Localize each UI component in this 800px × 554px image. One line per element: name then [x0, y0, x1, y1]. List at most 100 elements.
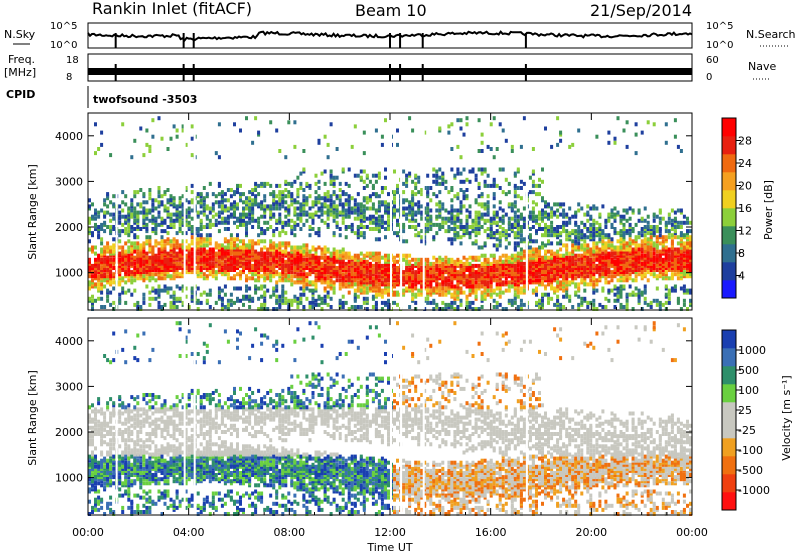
heatmap-cell	[507, 259, 511, 264]
heatmap-cell	[429, 218, 433, 223]
heatmap-cell	[94, 222, 97, 227]
heatmap-cell	[465, 284, 469, 289]
heatmap-cell	[308, 305, 312, 309]
heatmap-cell	[266, 288, 270, 293]
heatmap-cell	[489, 292, 493, 297]
heatmap-cell	[595, 206, 599, 211]
heatmap-cell	[284, 272, 288, 277]
heatmap-cell	[528, 190, 532, 195]
heatmap-cell	[544, 249, 547, 254]
heatmap-cell	[456, 261, 460, 266]
heatmap-cell	[477, 282, 481, 287]
heatmap-cell	[462, 179, 466, 184]
heatmap-cell	[91, 202, 94, 207]
heatmap-cell	[100, 208, 104, 213]
heatmap-cell	[196, 245, 200, 250]
heatmap-cell	[214, 263, 218, 268]
heatmap-cell	[538, 274, 541, 279]
heatmap-cell	[281, 198, 285, 203]
heatmap-cell	[498, 122, 502, 127]
heatmap-cell	[405, 259, 409, 264]
heatmap-cell	[519, 298, 523, 303]
heatmap-cell	[236, 202, 239, 207]
heatmap-cell	[547, 212, 550, 217]
heatmap-cell	[396, 292, 399, 297]
heatmap-cell	[157, 190, 161, 195]
heatmap-cell	[480, 214, 484, 219]
heatmap-cell	[550, 220, 554, 225]
heatmap-cell	[326, 261, 330, 266]
heatmap-cell	[199, 241, 203, 246]
heatmap-cell	[245, 227, 248, 231]
heatmap-cell	[296, 261, 300, 266]
heatmap-cell	[326, 274, 330, 279]
heatmap-cell	[275, 227, 279, 231]
heatmap-cell	[278, 233, 282, 238]
heatmap-cell	[154, 288, 158, 293]
heatmap-cell	[547, 282, 550, 287]
heatmap-cell	[187, 249, 191, 254]
heatmap-cell	[187, 210, 191, 215]
heatmap-cell	[426, 300, 430, 305]
heatmap-cell	[217, 286, 221, 291]
heatmap-cell	[556, 307, 560, 311]
heatmap-cell	[199, 210, 203, 215]
heatmap-cell	[565, 288, 569, 293]
heatmap-cell	[242, 294, 245, 299]
nave-label: Nave	[748, 60, 776, 73]
heatmap-cell	[350, 305, 354, 309]
heatmap-cell	[326, 276, 330, 281]
heatmap-cell	[450, 292, 454, 297]
heatmap-cell	[387, 292, 390, 297]
heatmap-cell	[248, 196, 252, 201]
heatmap-cell	[622, 266, 626, 270]
heatmap-cell	[169, 257, 173, 262]
heatmap-cell	[100, 222, 104, 227]
heatmap-cell	[504, 253, 508, 258]
heatmap-cell	[531, 179, 535, 184]
heatmap-cell	[323, 266, 327, 270]
heatmap-cell	[438, 210, 442, 215]
heatmap-cell	[571, 280, 575, 285]
heatmap-cell	[411, 292, 415, 297]
heatmap-cell	[393, 210, 396, 215]
heatmap-cell	[199, 249, 203, 254]
heatmap-cell	[260, 200, 264, 205]
heatmap-cell	[223, 266, 227, 270]
heatmap-cell	[380, 202, 384, 207]
heatmap-cell	[426, 270, 430, 275]
heatmap-cell	[634, 274, 638, 279]
heatmap-cell	[94, 284, 97, 289]
heatmap-cell	[450, 284, 454, 289]
station-title: Rankin Inlet (fitACF)	[92, 0, 252, 18]
heatmap-cell	[233, 204, 236, 209]
heatmap-cell	[374, 218, 378, 223]
heatmap-cell	[559, 253, 563, 258]
heatmap-cell	[393, 214, 396, 219]
heatmap-cell	[577, 245, 581, 250]
heatmap-cell	[556, 272, 560, 277]
heatmap-cell	[459, 241, 463, 246]
heatmap-cell	[220, 194, 224, 199]
heatmap-cell	[459, 235, 463, 240]
heatmap-cell	[233, 214, 236, 219]
heatmap-cell	[166, 225, 170, 229]
heatmap-cell	[456, 225, 460, 229]
heatmap-cell	[589, 249, 593, 254]
heatmap-cell	[314, 202, 318, 207]
heatmap-cell	[287, 218, 291, 223]
heatmap-cell	[495, 259, 499, 264]
heatmap-cell	[607, 280, 611, 285]
heatmap-cell	[305, 198, 309, 203]
heatmap-cell	[208, 270, 212, 275]
heatmap-cell	[97, 274, 101, 279]
heatmap-cell	[269, 253, 273, 258]
heatmap-cell	[338, 198, 342, 203]
heatmap-cell	[100, 253, 104, 258]
heatmap-cell	[121, 261, 125, 266]
heatmap-cell	[97, 276, 101, 281]
heatmap-cell	[272, 292, 276, 297]
heatmap-cell	[507, 255, 511, 260]
heatmap-cell	[441, 206, 445, 211]
heatmap-cell	[356, 286, 360, 291]
